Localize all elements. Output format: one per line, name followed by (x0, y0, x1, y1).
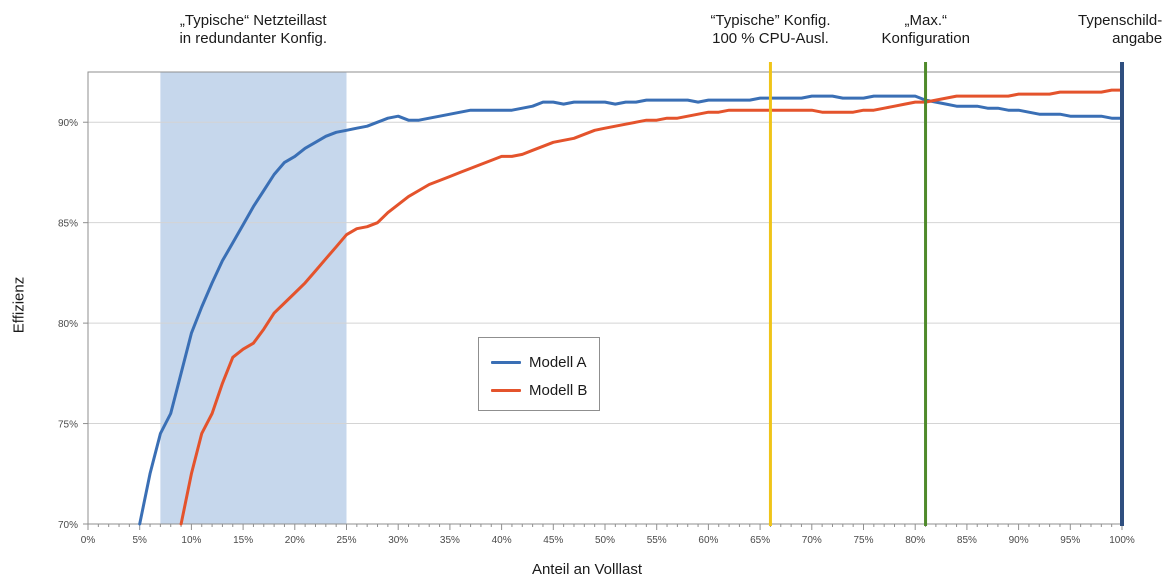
typical-config-annotation: “Typische” Konfig. 100 % CPU-Ausl. (710, 12, 830, 48)
x-tick-label-25: 25% (336, 535, 356, 546)
x-tick-label-80: 80% (905, 535, 925, 546)
typical-config-annotation-line-2: 100 % CPU-Ausl. (712, 30, 829, 47)
legend-swatch-modell-a (491, 360, 521, 364)
highlight-region-layer (160, 72, 347, 524)
x-tick-label-30: 30% (388, 535, 408, 546)
x-tick-label-35: 35% (440, 535, 460, 546)
x-tick-label-20: 20% (285, 535, 305, 546)
x-tick-label-95: 95% (1060, 535, 1080, 546)
series-layer (138, 88, 1124, 526)
typical-config-annotation-line-1: “Typische” Konfig. (710, 12, 831, 29)
x-tick-label-10: 10% (181, 535, 201, 546)
highlight-region-0 (160, 72, 347, 524)
x-tick-label-65: 65% (750, 535, 770, 546)
legend-item-modell-a: Modell A (491, 352, 587, 372)
x-tick-label-40: 40% (492, 535, 512, 546)
x-tick-label-90: 90% (1009, 535, 1029, 546)
nameplate-annotation-line-2: angabe (1112, 30, 1163, 47)
region-annotation: „Typische“ Netzteillast in redundanter K… (179, 12, 327, 48)
legend-label-modell-a: Modell A (529, 353, 587, 371)
region-annotation-line-1: „Typische“ Netzteillast (179, 12, 327, 29)
legend-swatch-modell-b (491, 388, 521, 392)
y-tick-label-80: 80% (58, 319, 78, 330)
x-tick-label-15: 15% (233, 535, 253, 546)
x-tick-label-60: 60% (698, 535, 718, 546)
x-tick-label-0: 0% (81, 535, 96, 546)
y-tick-label-75: 75% (58, 420, 78, 431)
x-tick-label-50: 50% (595, 535, 615, 546)
y-tick-label-70: 70% (58, 520, 78, 531)
x-axis-label: Anteil an Volllast (531, 561, 643, 578)
y-axis-label: Effizienz (10, 276, 28, 334)
x-tick-label-100: 100% (1109, 535, 1135, 546)
y-tick-label-85: 85% (58, 219, 78, 230)
legend-label-modell-b: Modell B (529, 381, 588, 399)
x-tick-label-5: 5% (132, 535, 147, 546)
series-line-modell-a (138, 94, 1124, 526)
max-config-annotation: „Max.“ Konfiguration (882, 12, 970, 48)
y-tick-label-90: 90% (58, 118, 78, 129)
series-line-modell-b (179, 88, 1124, 526)
region-annotation-line-2: in redundanter Konfig. (179, 30, 328, 47)
legend-item-modell-b: Modell B (491, 380, 587, 400)
x-tick-label-55: 55% (647, 535, 667, 546)
x-tick-label-75: 75% (853, 535, 873, 546)
chart-legend: Modell A Modell B (478, 337, 600, 411)
x-tick-label-85: 85% (957, 535, 977, 546)
tick-layer: 70% 75% 80% 85% 90% 0% 5% 10% 15% 20% 25% 30% 35% 40%… (58, 118, 1135, 546)
x-tick-label-45: 45% (543, 535, 563, 546)
marker-line-layer (768, 62, 1124, 526)
nameplate-annotation-line-1: Typenschild- (1078, 12, 1163, 29)
nameplate-annotation: Typenschild- angabe (1078, 12, 1162, 48)
max-config-annotation-line-1: „Max.“ (904, 12, 947, 29)
max-config-annotation-line-2: Konfiguration (881, 30, 970, 47)
x-tick-label-70: 70% (802, 535, 822, 546)
